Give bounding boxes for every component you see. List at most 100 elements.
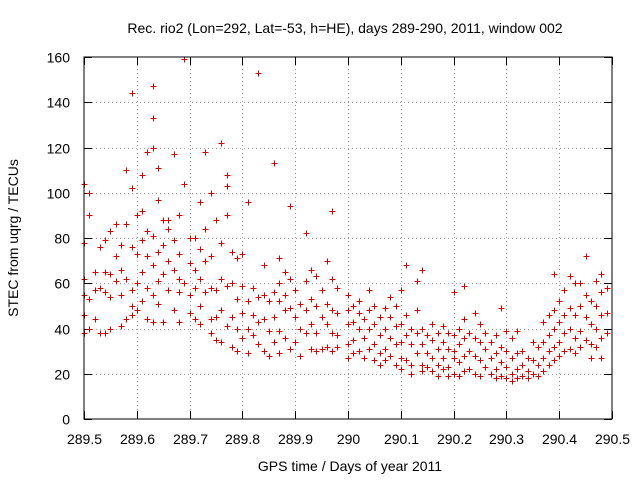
data-point bbox=[229, 344, 236, 351]
data-point bbox=[451, 332, 458, 339]
data-point bbox=[92, 316, 99, 323]
data-point bbox=[540, 319, 547, 326]
data-point bbox=[493, 375, 500, 382]
data-point bbox=[598, 289, 605, 296]
data-point bbox=[234, 326, 241, 333]
x-tick-label: 289.9 bbox=[278, 431, 313, 447]
data-point bbox=[303, 278, 310, 285]
data-point bbox=[419, 368, 426, 375]
data-point bbox=[197, 276, 204, 283]
data-point bbox=[456, 341, 463, 348]
data-point bbox=[567, 326, 574, 333]
data-point bbox=[488, 339, 495, 346]
data-point bbox=[350, 319, 357, 326]
data-point bbox=[456, 359, 463, 366]
data-point bbox=[155, 278, 162, 285]
data-point bbox=[261, 348, 268, 355]
data-point bbox=[329, 208, 336, 215]
data-point bbox=[519, 348, 526, 355]
data-point bbox=[583, 337, 590, 344]
data-point bbox=[308, 267, 315, 274]
data-point bbox=[118, 242, 125, 249]
data-point bbox=[366, 287, 373, 294]
data-point bbox=[503, 375, 510, 382]
chart-title: Rec. rio2 (Lon=292, Lat=-53, h=HE), days… bbox=[127, 20, 562, 36]
data-point bbox=[519, 362, 526, 369]
data-point bbox=[202, 289, 209, 296]
data-point bbox=[408, 362, 415, 369]
data-point bbox=[102, 289, 109, 296]
data-point bbox=[250, 285, 257, 292]
data-point bbox=[604, 285, 611, 292]
data-points bbox=[81, 56, 611, 385]
data-point bbox=[208, 253, 215, 260]
data-point bbox=[313, 303, 320, 310]
data-point bbox=[509, 378, 516, 385]
data-point bbox=[329, 330, 336, 337]
data-point bbox=[202, 226, 209, 233]
data-point bbox=[461, 316, 468, 323]
data-point bbox=[144, 149, 151, 156]
data-point bbox=[414, 307, 421, 314]
data-point bbox=[551, 344, 558, 351]
data-point bbox=[218, 339, 225, 346]
data-point bbox=[150, 83, 157, 90]
data-point bbox=[424, 364, 431, 371]
data-point bbox=[129, 312, 136, 319]
data-point bbox=[250, 332, 257, 339]
data-point bbox=[408, 326, 415, 333]
x-tick-label: 290.3 bbox=[489, 431, 524, 447]
data-point bbox=[593, 344, 600, 351]
data-point bbox=[150, 292, 157, 299]
data-point bbox=[239, 310, 246, 317]
data-point bbox=[472, 371, 479, 378]
data-point bbox=[266, 298, 273, 305]
data-point bbox=[525, 375, 532, 382]
data-point bbox=[366, 326, 373, 333]
data-point bbox=[97, 244, 104, 251]
data-point bbox=[366, 307, 373, 314]
data-point bbox=[150, 233, 157, 240]
data-point bbox=[588, 321, 595, 328]
data-point bbox=[440, 355, 447, 362]
data-point bbox=[451, 348, 458, 355]
data-point bbox=[419, 341, 426, 348]
data-point bbox=[139, 269, 146, 276]
data-point bbox=[192, 267, 199, 274]
data-point bbox=[224, 283, 231, 290]
data-point bbox=[129, 303, 136, 310]
data-point bbox=[324, 344, 331, 351]
data-point bbox=[255, 319, 262, 326]
data-point bbox=[171, 237, 178, 244]
data-point bbox=[451, 355, 458, 362]
data-point bbox=[271, 289, 278, 296]
data-point bbox=[155, 165, 162, 172]
data-point bbox=[319, 346, 326, 353]
data-point bbox=[398, 355, 405, 362]
data-point bbox=[598, 312, 605, 319]
data-point bbox=[287, 305, 294, 312]
data-point bbox=[451, 289, 458, 296]
y-tick-label: 120 bbox=[47, 141, 71, 157]
data-point bbox=[598, 335, 605, 342]
data-point bbox=[503, 364, 510, 371]
data-point bbox=[535, 373, 542, 380]
data-point bbox=[261, 262, 268, 269]
data-point bbox=[466, 348, 473, 355]
data-point bbox=[171, 267, 178, 274]
data-point bbox=[107, 228, 114, 235]
data-point bbox=[588, 355, 595, 362]
data-point bbox=[218, 240, 225, 247]
data-point bbox=[461, 368, 468, 375]
data-point bbox=[118, 292, 125, 299]
data-point bbox=[382, 346, 389, 353]
data-point bbox=[165, 226, 172, 233]
data-point bbox=[202, 258, 209, 265]
data-point bbox=[308, 321, 315, 328]
data-point bbox=[276, 298, 283, 305]
data-point bbox=[435, 373, 442, 380]
data-point bbox=[176, 289, 183, 296]
data-point bbox=[345, 355, 352, 362]
data-point bbox=[371, 321, 378, 328]
data-point bbox=[361, 355, 368, 362]
